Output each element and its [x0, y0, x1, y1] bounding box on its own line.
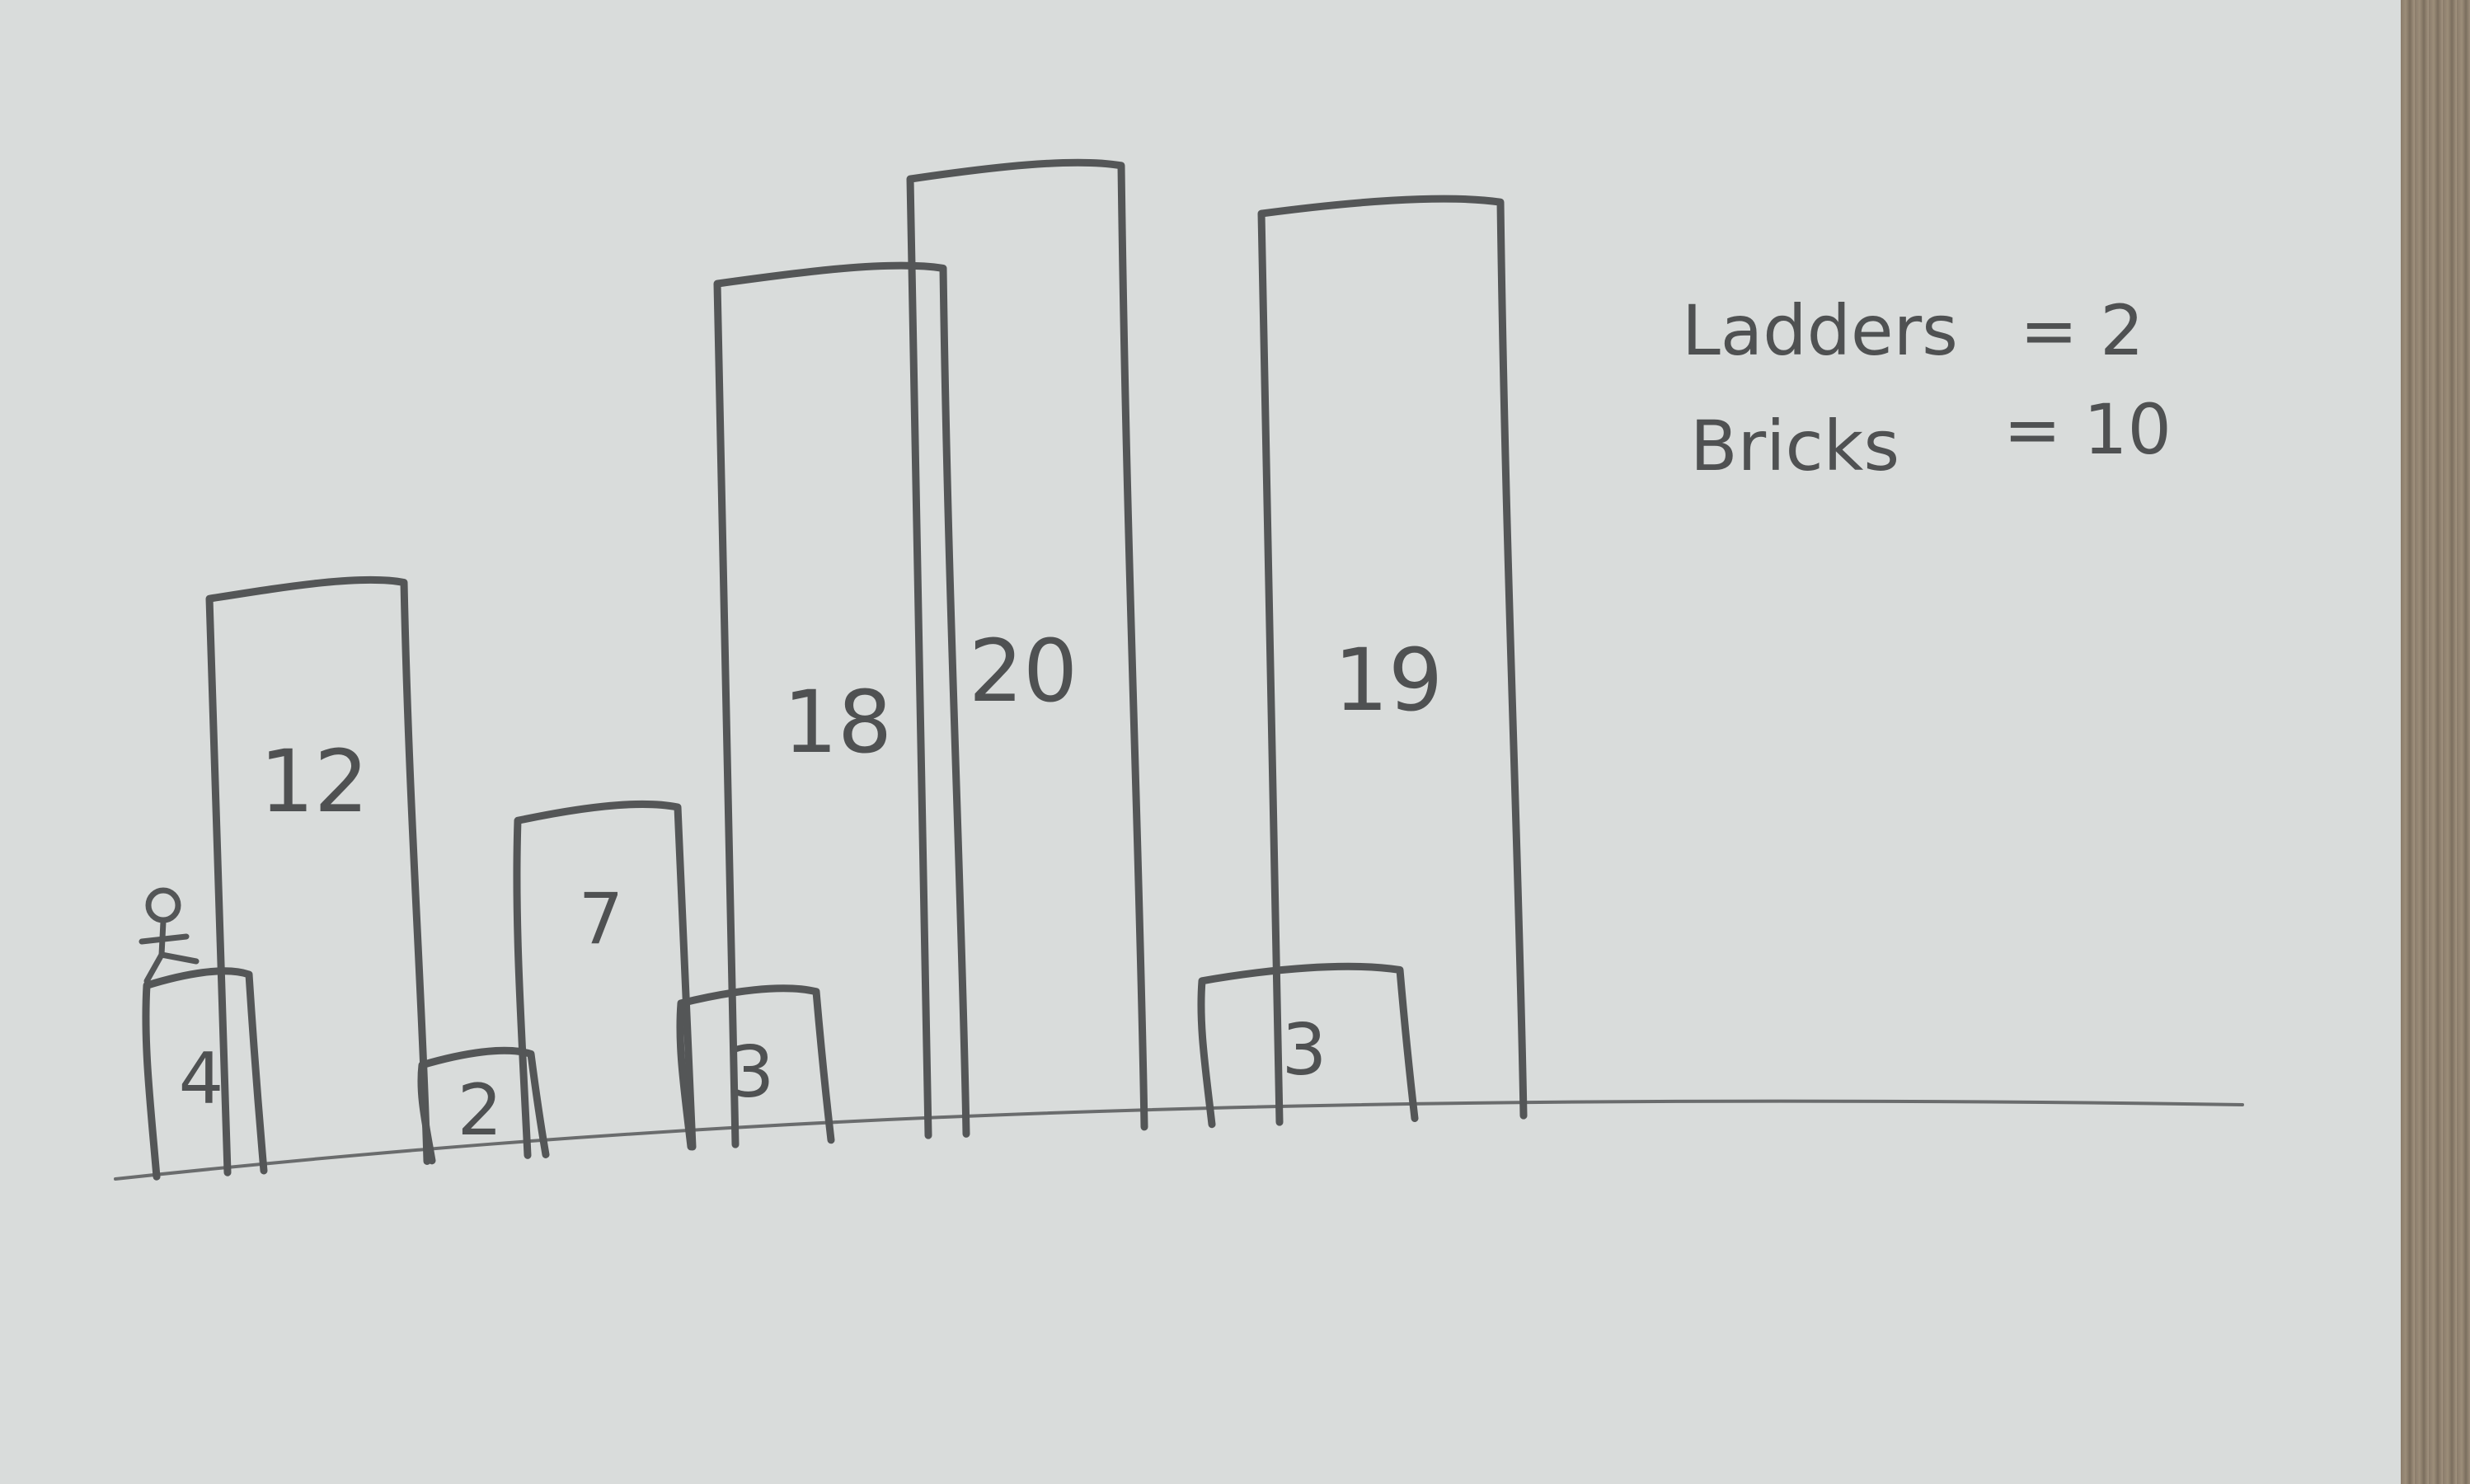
- bar-value-label: 19: [1334, 630, 1443, 730]
- ladders-value: = 2: [2020, 290, 2144, 371]
- bar-value-label: 18: [783, 672, 892, 773]
- building-bar: [1197, 962, 1419, 1129]
- bricks-label: Bricks: [1690, 406, 1899, 486]
- bar-value-label: 2: [458, 1069, 503, 1152]
- bar-value-label: 3: [1282, 1009, 1327, 1092]
- building-bar: [417, 1046, 550, 1165]
- bar-value-label: 4: [179, 1038, 224, 1120]
- building-bar: [1257, 195, 1528, 1126]
- bar-value-label: 12: [260, 731, 369, 832]
- bar-value-label: 20: [969, 621, 1078, 721]
- bar-value-label: 7: [579, 878, 624, 960]
- whiteboard-frame: [2401, 0, 2470, 1484]
- ground-line: [114, 1099, 2244, 1181]
- notes: Ladders = 2 Bricks = 10: [1682, 290, 2172, 486]
- building-bar: [205, 575, 431, 1176]
- building-bar: [906, 158, 1148, 1139]
- building-bar: [513, 800, 697, 1159]
- bricks-value: = 10: [2003, 389, 2172, 470]
- building-bar: [142, 967, 268, 1181]
- building-bar: [713, 261, 970, 1148]
- stick-figure-icon: [139, 887, 200, 984]
- ladders-label: Ladders: [1682, 290, 1958, 371]
- building-bar: [676, 984, 835, 1151]
